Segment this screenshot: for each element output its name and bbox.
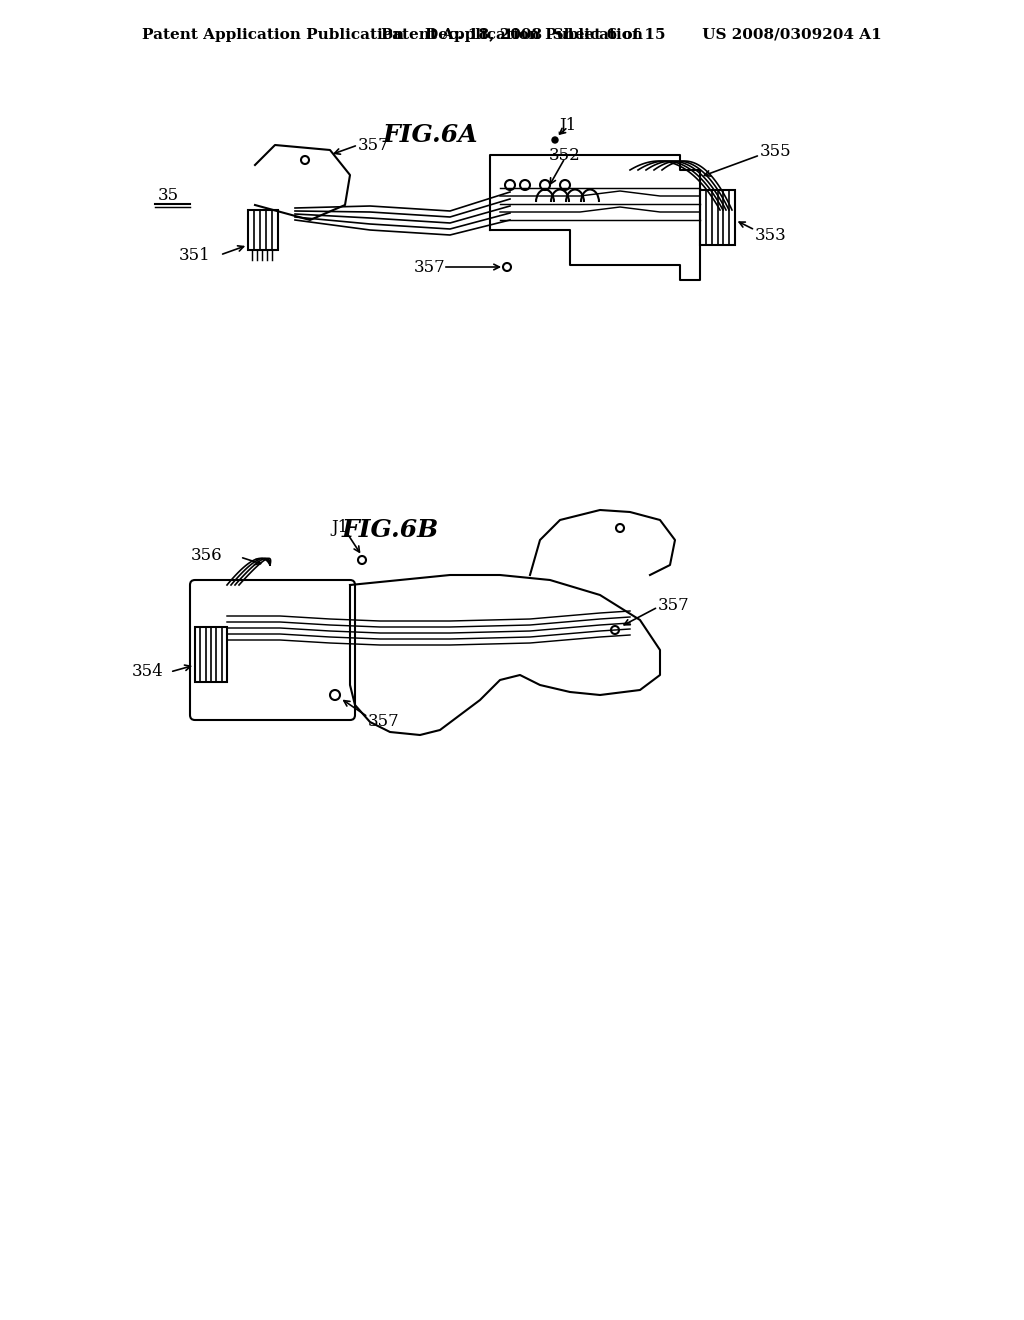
Text: 357: 357	[658, 597, 690, 614]
Text: 357: 357	[368, 714, 399, 730]
Circle shape	[611, 626, 618, 634]
Text: 35: 35	[158, 186, 178, 203]
Circle shape	[520, 180, 530, 190]
Bar	[248, 210, 278, 249]
Circle shape	[560, 180, 570, 190]
Text: 355: 355	[760, 144, 792, 161]
Text: FIG.6A: FIG.6A	[382, 123, 478, 147]
Circle shape	[505, 180, 515, 190]
Circle shape	[301, 156, 309, 164]
Text: 352: 352	[549, 147, 581, 164]
Text: J1: J1	[332, 520, 348, 536]
Text: Patent Application Publication: Patent Application Publication	[381, 28, 643, 42]
Circle shape	[552, 137, 558, 143]
Circle shape	[503, 263, 511, 271]
Text: Patent Application Publication    Dec. 18, 2008  Sheet 6 of 15       US 2008/030: Patent Application Publication Dec. 18, …	[142, 28, 882, 42]
Circle shape	[358, 556, 366, 564]
Bar	[700, 190, 735, 246]
Text: 354: 354	[132, 664, 164, 681]
Circle shape	[540, 180, 550, 190]
Text: 351: 351	[179, 247, 211, 264]
Circle shape	[616, 524, 624, 532]
Text: FIG.6B: FIG.6B	[341, 517, 438, 543]
Text: J1: J1	[559, 116, 577, 133]
Text: 357: 357	[358, 136, 390, 153]
Bar	[195, 627, 227, 682]
Text: 353: 353	[755, 227, 786, 243]
Text: 357: 357	[414, 260, 445, 276]
Text: 356: 356	[190, 546, 222, 564]
FancyBboxPatch shape	[190, 579, 355, 719]
Circle shape	[330, 690, 340, 700]
